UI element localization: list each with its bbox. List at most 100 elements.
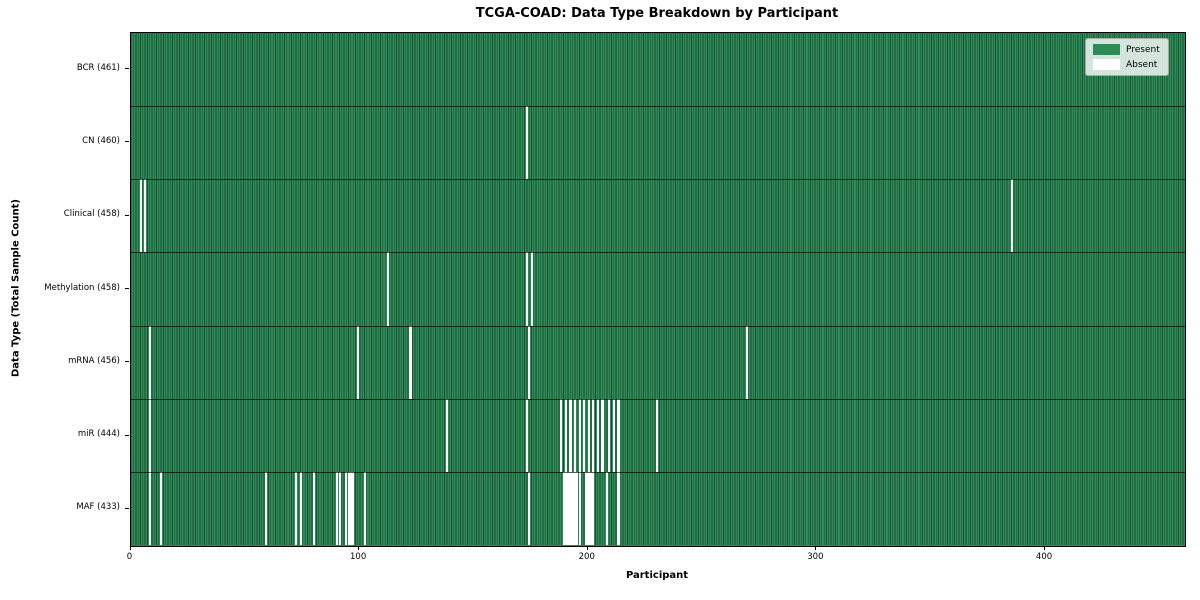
absent-mark (299, 472, 302, 546)
absent-mark (601, 398, 604, 473)
absent-mark (583, 398, 586, 473)
absent-mark (564, 398, 567, 473)
absent-mark (617, 472, 620, 546)
y-tick-mark (124, 141, 129, 143)
absent-mark (576, 472, 579, 546)
absent-mark (564, 472, 567, 546)
absent-mark (612, 398, 615, 473)
row-separator (130, 252, 1185, 254)
absent-mark (569, 472, 572, 546)
absent-mark (590, 472, 593, 546)
absent-mark (349, 472, 353, 546)
legend-item-absent: Absent (1093, 59, 1160, 70)
absent-mark (352, 472, 355, 546)
y-tick-mark (124, 361, 129, 363)
heatmap-row-maf (130, 472, 1185, 546)
absent-mark (336, 472, 339, 546)
absent-mark (592, 472, 595, 546)
absent-mark (526, 398, 529, 473)
x-tick-label: 400 (1035, 551, 1053, 562)
absent-mark (617, 398, 620, 473)
x-tick-mark (129, 546, 131, 551)
heatmap-row-mrna (130, 325, 1185, 399)
x-axis-label: Participant (625, 570, 689, 581)
plot-area (129, 31, 1186, 547)
absent-mark (148, 325, 151, 399)
absent-mark (571, 472, 574, 546)
y-tick-label: BCR (461) (76, 62, 120, 73)
y-tick-label: Clinical (458) (63, 209, 120, 220)
absent-mark (574, 472, 577, 546)
absent-mark (295, 472, 298, 546)
absent-mark (656, 398, 659, 473)
absent-mark (567, 472, 570, 546)
row-separator (130, 472, 1185, 474)
absent-mark (526, 252, 529, 326)
absent-mark (409, 325, 412, 399)
absent-mark (562, 472, 565, 546)
chart-title: TCGA-COAD: Data Type Breakdown by Partic… (475, 6, 839, 21)
absent-mark (1010, 179, 1013, 253)
y-tick-mark (124, 507, 129, 509)
absent-mark (148, 398, 151, 473)
y-tick-mark (124, 434, 129, 436)
absent-mark (587, 398, 590, 473)
x-tick-mark (358, 546, 360, 551)
x-tick-label: 100 (350, 551, 367, 562)
absent-mark (139, 179, 142, 253)
heatmap-row-clinical (130, 179, 1185, 253)
absent-mark (313, 472, 316, 546)
heatmap-row-mir (130, 398, 1185, 473)
absent-mark (574, 398, 577, 473)
x-tick-mark (586, 546, 588, 551)
y-tick-mark (124, 68, 129, 70)
y-tick-label: mRNA (456) (68, 355, 120, 366)
absent-mark (592, 398, 595, 473)
x-tick-label: 300 (807, 551, 824, 562)
absent-mark (347, 472, 350, 546)
x-tick-mark (815, 546, 817, 551)
absent-mark (265, 472, 268, 546)
y-tick-label: MAF (433) (76, 502, 120, 513)
legend-item-present: Present (1093, 44, 1160, 55)
absent-mark (578, 472, 581, 546)
absent-mark (526, 105, 529, 180)
absent-mark (528, 325, 531, 399)
absent-mark (528, 472, 531, 546)
absent-mark (606, 472, 609, 546)
absent-mark (596, 398, 599, 473)
absent-mark (608, 398, 611, 473)
y-tick-label: Methylation (458) (44, 282, 120, 293)
absent-mark (160, 472, 163, 546)
y-tick-mark (124, 214, 129, 216)
absent-mark (345, 472, 348, 546)
heatmap-row-bcr (130, 32, 1185, 106)
absent-mark (578, 398, 581, 473)
heatmap-row-cn (130, 105, 1185, 180)
absent-mark (363, 472, 366, 546)
absent-mark (569, 398, 572, 473)
absent-mark (587, 472, 590, 546)
row-separator (130, 105, 1185, 107)
legend-label-absent: Absent (1126, 59, 1158, 70)
absent-mark (446, 398, 449, 473)
row-separator (130, 179, 1185, 181)
row-separator (130, 325, 1185, 327)
x-tick-label: 0 (126, 551, 133, 562)
absent-mark (745, 325, 748, 399)
y-tick-mark (124, 288, 129, 289)
absent-mark (338, 472, 341, 546)
absent-mark (560, 398, 563, 473)
absent-mark (356, 325, 359, 399)
legend-label-present: Present (1126, 44, 1160, 55)
absent-mark (386, 252, 389, 326)
absent-mark (530, 252, 533, 326)
row-separator (130, 398, 1185, 400)
heatmap-row-methylation (130, 252, 1185, 326)
absent-mark (144, 179, 147, 253)
y-tick-label: miR (444) (77, 429, 120, 440)
x-tick-mark (1044, 546, 1046, 551)
legend: Present Absent (1085, 38, 1169, 76)
y-tick-label: CN (460) (82, 135, 120, 146)
